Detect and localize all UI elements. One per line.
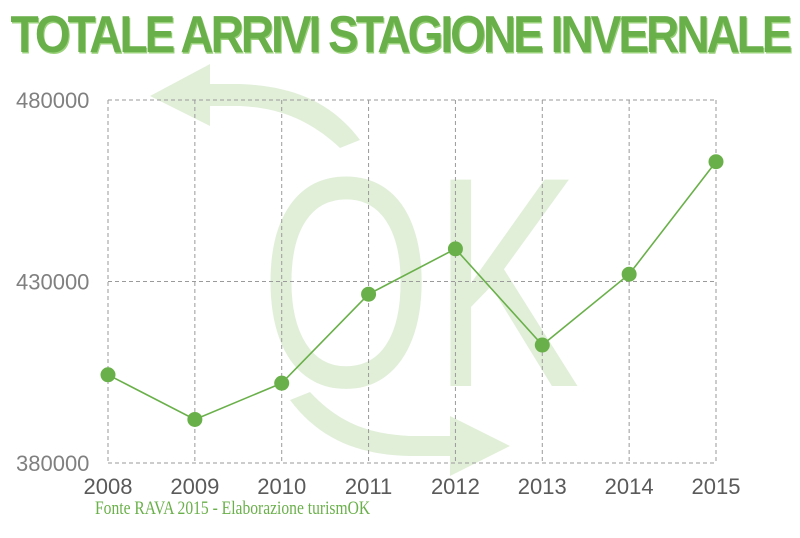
ok-logo-watermark: OK — [150, 64, 580, 476]
data-point — [534, 337, 550, 353]
watermark-arrow-top — [150, 64, 360, 148]
x-tick-label: 2010 — [257, 474, 306, 499]
data-point — [708, 154, 724, 170]
x-tick-label: 2008 — [84, 474, 133, 499]
watermark-arrow-bottom — [290, 392, 510, 476]
chart-grid — [107, 99, 717, 464]
y-tick-label: 480000 — [16, 88, 89, 113]
chart-title: TOTALE ARRIVI STAGIONE INVERNALE — [10, 5, 793, 64]
x-axis-ticks: 2008 2009 2010 2011 2012 2013 2014 2015 — [84, 474, 741, 499]
data-point — [361, 286, 377, 302]
x-tick-label: 2012 — [431, 474, 480, 499]
y-axis-ticks: 480000 430000 380000 — [16, 88, 89, 476]
chart-source-note: Fonte RAVA 2015 - Elaborazione turismOK — [95, 498, 371, 519]
series-markers — [100, 154, 724, 427]
y-tick-label: 430000 — [16, 270, 89, 295]
x-tick-label: 2015 — [692, 474, 741, 499]
data-point — [100, 367, 116, 383]
x-tick-label: 2013 — [518, 474, 567, 499]
data-point — [447, 241, 463, 257]
series-line-path — [107, 161, 717, 421]
series-line — [107, 161, 717, 421]
data-point — [274, 375, 290, 391]
data-point — [187, 411, 203, 427]
x-tick-label: 2009 — [170, 474, 219, 499]
x-tick-label: 2011 — [345, 474, 392, 499]
y-tick-label: 380000 — [16, 451, 89, 476]
data-point — [621, 266, 637, 282]
x-tick-label: 2014 — [605, 474, 654, 499]
